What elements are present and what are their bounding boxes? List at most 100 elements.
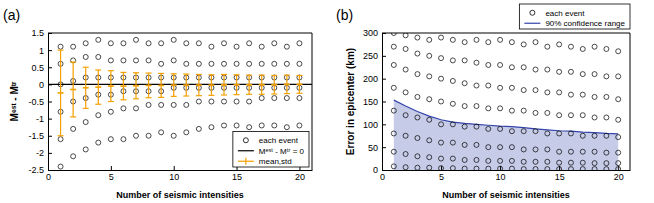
legend-label: each event — [259, 136, 299, 145]
y-tick-mark — [48, 119, 52, 120]
mean-mark — [171, 84, 177, 86]
y-tick: 0.5 — [31, 63, 52, 73]
y-tick-label: -2.5 — [28, 165, 44, 175]
data-point — [604, 46, 609, 51]
x-tick: 10 — [496, 166, 506, 182]
mean-mark — [58, 92, 64, 94]
error-bar — [234, 75, 240, 95]
data-point — [96, 54, 101, 59]
y-tick-label: -1 — [36, 114, 44, 124]
frame — [630, 33, 631, 170]
error-bar-cap — [158, 97, 164, 98]
error-bar-cap — [221, 94, 227, 95]
data-point — [616, 135, 621, 140]
y-tick: 150 — [363, 97, 386, 107]
chart-container: 05101520-2.5-2-1.5-1-0.500.511.5(a)Numbe… — [0, 0, 654, 203]
data-point — [71, 126, 76, 131]
frame — [48, 33, 312, 34]
data-point — [439, 122, 444, 127]
data-point — [58, 44, 63, 49]
data-point — [486, 166, 491, 170]
data-point — [415, 154, 420, 159]
data-point — [509, 145, 514, 150]
mean-mark — [221, 84, 227, 86]
data-point — [521, 108, 526, 113]
error-bar-cap — [95, 104, 101, 105]
data-point — [415, 51, 420, 56]
data-point — [196, 126, 201, 131]
data-point — [439, 76, 444, 81]
error-bar-cap — [208, 95, 214, 96]
error-bar-cap — [208, 74, 214, 75]
data-point — [592, 115, 597, 120]
data-point — [121, 58, 126, 63]
data-point — [234, 61, 239, 66]
mean-mark — [70, 89, 76, 91]
data-point — [83, 54, 88, 59]
data-point — [521, 42, 526, 47]
data-point — [521, 129, 526, 134]
y-tick-mark — [382, 124, 386, 125]
data-point — [474, 37, 479, 42]
data-point — [209, 61, 214, 66]
data-point — [498, 106, 503, 111]
data-point — [439, 56, 444, 61]
mean-mark — [259, 84, 265, 86]
data-point — [462, 124, 467, 129]
x-tick-label: 5 — [109, 172, 114, 182]
mean-mark — [108, 85, 114, 87]
data-point — [415, 136, 420, 141]
error-bar-cap — [108, 101, 114, 102]
y-tick: 1.5 — [31, 28, 52, 38]
data-point — [557, 90, 562, 95]
data-point — [509, 65, 514, 70]
error-bar — [120, 72, 126, 99]
y-tick: -2.5 — [28, 165, 52, 175]
data-point — [391, 108, 396, 113]
data-point — [71, 58, 76, 63]
data-point — [462, 157, 467, 162]
data-point — [486, 145, 491, 150]
data-point — [415, 165, 420, 170]
data-point — [121, 41, 126, 46]
data-point — [391, 164, 396, 169]
data-point — [533, 159, 538, 164]
data-point — [462, 104, 467, 109]
data-point — [403, 133, 408, 138]
data-point — [568, 131, 573, 136]
area — [394, 100, 618, 170]
error-bar-cap — [120, 72, 126, 73]
data-point — [450, 78, 455, 83]
data-point — [616, 150, 621, 155]
mean-mark — [284, 84, 290, 86]
data-point — [272, 123, 277, 128]
data-point — [486, 126, 491, 131]
line — [48, 84, 312, 85]
error-bar — [296, 75, 302, 93]
x-tick-label: 20 — [614, 172, 624, 182]
error-bar-cap — [183, 73, 189, 74]
data-point — [196, 41, 201, 46]
y-tick-label: 250 — [363, 51, 378, 61]
y-axis: -2.5-2-1.5-1-0.500.511.5 — [28, 28, 52, 175]
data-point — [297, 96, 302, 101]
data-point — [209, 99, 214, 104]
data-point — [604, 133, 609, 138]
data-point — [592, 72, 597, 77]
mean-mark — [271, 84, 277, 86]
data-point — [509, 40, 514, 45]
data-point — [509, 158, 514, 163]
data-point — [427, 97, 432, 102]
x-axis-line — [383, 170, 631, 171]
data-point — [297, 61, 302, 66]
y-tick-label: -0.5 — [28, 97, 44, 107]
data-point — [439, 156, 444, 161]
data-point — [474, 157, 479, 162]
data-point — [146, 133, 151, 138]
data-point — [234, 123, 239, 128]
error-bar-cap — [146, 72, 152, 73]
data-point — [545, 147, 550, 152]
y-tick-label: 100 — [363, 120, 378, 130]
data-point — [509, 166, 514, 170]
y-tick-label: 1 — [39, 46, 44, 56]
